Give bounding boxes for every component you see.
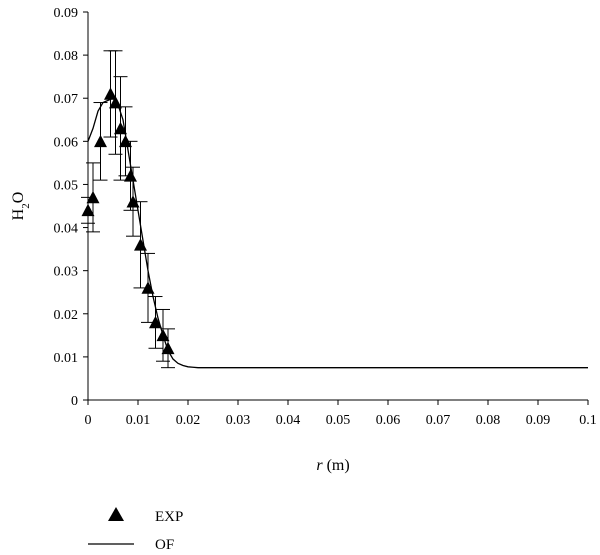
y-tick-label: 0.05 [54, 178, 79, 193]
x-tick-label: 0.08 [476, 413, 501, 428]
legend-exp-label: EXP [155, 509, 183, 525]
y-axis-ticks: 0 0.01 0.02 0.03 0.04 0.05 0.06 0.07 0.08 0.09 [54, 6, 88, 409]
y-tick-label: 0.04 [54, 222, 79, 237]
legend-exp-marker [108, 507, 124, 521]
exp-point [148, 296, 163, 349]
exp-point [86, 162, 100, 233]
exp-marker [94, 134, 107, 148]
exp-marker [134, 238, 147, 251]
legend-of-label: OF [155, 537, 174, 553]
exp-marker [126, 195, 140, 208]
x-axis-label: r (m) [316, 457, 349, 474]
x-tick-label: 0.05 [326, 413, 351, 428]
x-tick-label: 0.1 [579, 413, 597, 428]
exp-marker [109, 96, 122, 109]
y-tick-label: 0.08 [54, 49, 79, 64]
exp-point [161, 328, 175, 369]
x-tick-label: 0.09 [526, 413, 551, 428]
y-axis-label: H2O [10, 192, 32, 221]
y-tick-label: 0.03 [54, 265, 79, 280]
x-tick-label: 0 [85, 413, 92, 428]
exp-marker [156, 328, 170, 342]
x-tick-label: 0.07 [426, 413, 451, 428]
exp-point [123, 140, 138, 211]
x-tick-label: 0.06 [376, 413, 401, 428]
y-tick-label: 0.06 [54, 135, 79, 150]
exp-marker [124, 169, 137, 182]
exp-marker [141, 281, 155, 294]
y-tick-label: 0.07 [54, 92, 79, 107]
x-tick-label: 0.03 [226, 413, 251, 428]
exp-point [141, 252, 155, 323]
exp-point [93, 102, 108, 181]
exp-marker [114, 121, 127, 135]
exp-marker [86, 190, 100, 204]
exp-point [126, 166, 140, 237]
x-tick-label: 0.01 [126, 413, 151, 428]
exp-marker [149, 315, 162, 329]
x-tick-label: 0.02 [176, 413, 201, 428]
y-tick-label: 0.01 [54, 351, 79, 366]
exp-marker [81, 203, 95, 217]
y-tick-label: 0.02 [54, 308, 79, 323]
x-tick-label: 0.04 [276, 413, 301, 428]
legend: EXP OF [88, 507, 183, 553]
x-axis-ticks: 0 0.01 0.02 0.03 0.04 0.05 0.06 0.07 0.08 0.09 0.1 [85, 400, 597, 428]
exp-series [81, 50, 175, 369]
y-tick-label: 0.09 [54, 6, 79, 21]
exp-marker [161, 341, 175, 355]
y-tick-label: 0 [71, 394, 78, 409]
exp-marker [104, 87, 117, 100]
exp-point [133, 201, 148, 289]
